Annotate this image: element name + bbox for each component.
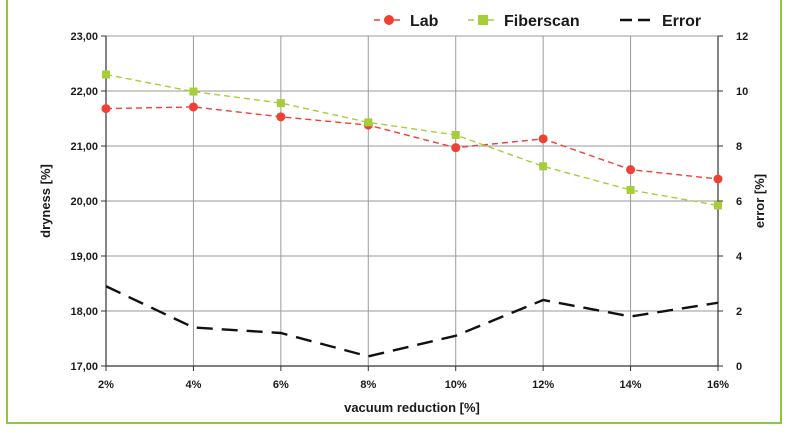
data-point-lab [188, 102, 198, 112]
x-tick-label: 16% [707, 379, 729, 391]
series-layer [101, 70, 723, 358]
series-line-error [105, 285, 719, 358]
y2-tick-label: 4 [736, 251, 743, 263]
y2-tick-label: 12 [736, 31, 748, 43]
chart-frame: 17,00 18,00 19,00 20,00 21,00 22,00 23,00 0 2 4 6 8… [6, 0, 782, 424]
data-point-fiberscan [102, 70, 110, 79]
x-tick-label: 8% [360, 379, 376, 391]
data-point-lab [626, 165, 636, 175]
grid-layer [105, 35, 719, 367]
y2-axis-title: error [%] [752, 174, 767, 228]
x-tick-label: 12% [532, 379, 554, 391]
legend-label-error: Error [662, 13, 701, 30]
data-point-lab [538, 134, 548, 144]
y-tick-label: 23,00 [70, 31, 98, 43]
x-tick-label: 6% [273, 379, 289, 391]
chart-svg: 17,00 18,00 19,00 20,00 21,00 22,00 23,00 0 2 4 6 8… [38, 13, 767, 415]
data-point-lab [451, 143, 461, 153]
y-tick-label: 20,00 [70, 196, 98, 208]
series-line-lab [105, 106, 719, 180]
y2-tick-label: 2 [736, 306, 742, 318]
data-point-lab [713, 174, 723, 184]
legend-marker-fiberscan [478, 15, 488, 25]
y2-tick-label: 10 [736, 86, 748, 98]
data-point-fiberscan [276, 99, 285, 108]
y2-tick-label: 8 [736, 141, 742, 153]
y-tick-label: 18,00 [70, 306, 98, 318]
x-tick-label: 10% [445, 379, 467, 391]
x-tick-label: 2% [98, 379, 114, 391]
data-point-fiberscan [364, 118, 373, 127]
data-point-fiberscan [714, 201, 722, 210]
data-point-lab [101, 104, 111, 114]
legend-label-lab: Lab [410, 13, 439, 30]
legend-label-fiberscan: Fiberscan [504, 13, 580, 30]
y-tick-label: 22,00 [70, 86, 98, 98]
y2-tick-label: 6 [736, 196, 742, 208]
y-tick-label: 17,00 [70, 361, 98, 373]
data-point-fiberscan [539, 162, 548, 171]
y-tick-label: 21,00 [70, 141, 98, 153]
x-tick-label: 14% [620, 379, 642, 391]
y-tick-label: 19,00 [70, 251, 98, 263]
data-point-fiberscan [626, 186, 635, 194]
legend-marker-lab [384, 15, 394, 25]
x-tick-label: 4% [185, 379, 201, 391]
data-point-fiberscan [189, 87, 198, 96]
x-axis-title: vacuum reduction [%] [344, 400, 480, 415]
axis-layer: 17,00 18,00 19,00 20,00 21,00 22,00 23,00 0 2 4 6 8… [70, 31, 748, 391]
y-axis-title: dryness [%] [38, 164, 53, 238]
y2-tick-label: 0 [736, 361, 742, 373]
data-point-fiberscan [451, 131, 460, 139]
data-point-lab [276, 112, 286, 122]
series-line-fiberscan [105, 73, 719, 207]
legend: Lab Fiberscan Error [374, 13, 701, 30]
